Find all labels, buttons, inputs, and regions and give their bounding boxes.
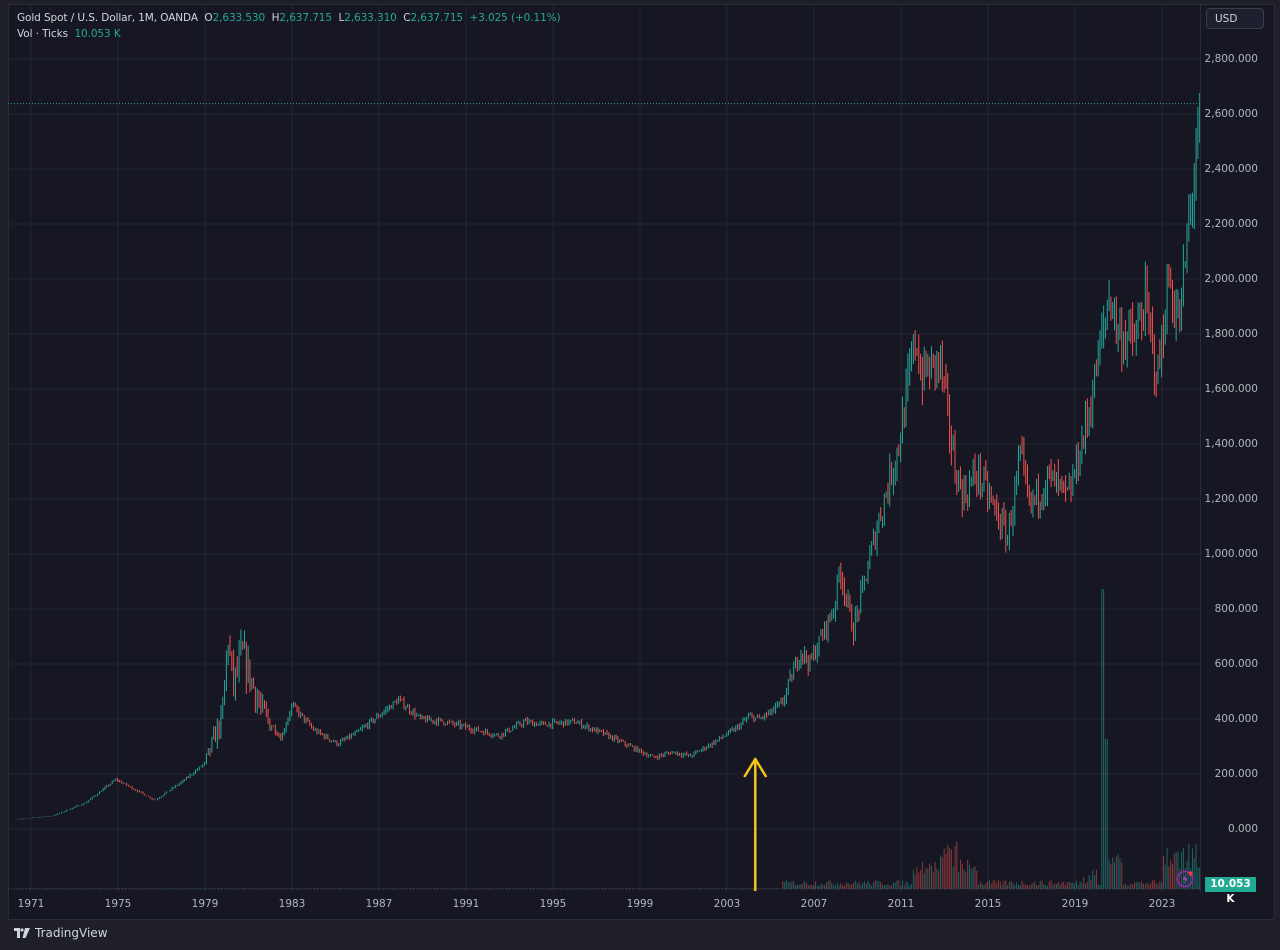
price-axis-label: 1,600.000 xyxy=(1204,383,1258,395)
legend-volume-row: Vol · Ticks 10.053 K xyxy=(17,26,561,42)
time-axis-label: 2015 xyxy=(974,898,1002,910)
price-axis-label: 0.000 xyxy=(1227,823,1258,835)
price-chart-plot[interactable] xyxy=(8,5,1200,892)
price-axis-label: 400.000 xyxy=(1214,713,1258,725)
time-axis-label: 1983 xyxy=(278,898,306,910)
time-axis-label: 2003 xyxy=(713,898,741,910)
low-value: 2,633.310 xyxy=(344,12,397,24)
time-axis-label: 2023 xyxy=(1148,898,1176,910)
volume-last-tag: 10.053 K xyxy=(1205,877,1256,905)
annotation-arrow-icon xyxy=(743,757,768,891)
price-axis-label: 2,600.000 xyxy=(1204,108,1258,120)
close-label: C xyxy=(403,12,411,24)
brand-name[interactable]: TradingView xyxy=(35,926,108,940)
close-value: 2,637.715 xyxy=(410,12,463,24)
lightning-alert-icon[interactable] xyxy=(1176,870,1194,888)
price-axis-label: 2,800.000 xyxy=(1204,53,1258,65)
time-axis-label: 2007 xyxy=(800,898,828,910)
high-value: 2,637.715 xyxy=(279,12,332,24)
chart-frame xyxy=(8,4,1275,920)
volume-label[interactable]: Vol · Ticks xyxy=(17,28,68,40)
legend-symbol-row: Gold Spot / U.S. Dollar, 1M, OANDA O2,63… xyxy=(17,10,561,26)
time-axis-label: 2011 xyxy=(887,898,915,910)
time-axis[interactable]: 1971 1975 1979 1983 1987 1991 1995 1999 2003 2007… xyxy=(8,892,1200,917)
price-axis-label: 800.000 xyxy=(1214,603,1258,615)
price-axis[interactable]: 2,800.000 2,600.000 2,400.000 2,200.000 2,00… xyxy=(1200,5,1274,892)
change-value: +3.025 (+0.11%) xyxy=(469,12,561,24)
time-axis-label: 1979 xyxy=(191,898,219,910)
price-axis-label: 2,400.000 xyxy=(1204,163,1258,175)
time-axis-label: 1991 xyxy=(452,898,480,910)
currency-button[interactable]: USD xyxy=(1206,8,1264,29)
price-axis-label: 600.000 xyxy=(1214,658,1258,670)
symbol-title[interactable]: Gold Spot / U.S. Dollar, 1M, OANDA xyxy=(17,12,198,24)
tradingview-logo-icon xyxy=(14,928,30,938)
volume-value: 10.053 K xyxy=(74,28,121,40)
time-axis-label: 1995 xyxy=(539,898,567,910)
time-axis-label: 1987 xyxy=(365,898,393,910)
footer: TradingView xyxy=(14,926,108,940)
open-value: 2,633.530 xyxy=(212,12,266,24)
price-axis-label: 1,200.000 xyxy=(1204,493,1258,505)
price-axis-label: 2,000.000 xyxy=(1204,273,1258,285)
price-axis-label: 1,800.000 xyxy=(1204,328,1258,340)
high-label: H xyxy=(271,12,280,24)
price-axis-label: 200.000 xyxy=(1214,768,1258,780)
time-axis-label: 1975 xyxy=(104,898,132,910)
open-label: O xyxy=(204,12,213,24)
low-label: L xyxy=(338,12,345,24)
price-axis-label: 1,400.000 xyxy=(1204,438,1258,450)
chart-legend: Gold Spot / U.S. Dollar, 1M, OANDA O2,63… xyxy=(17,10,561,42)
time-axis-label: 1971 xyxy=(17,898,45,910)
time-axis-label: 2019 xyxy=(1061,898,1089,910)
time-axis-label: 1999 xyxy=(626,898,654,910)
price-axis-label: 2,200.000 xyxy=(1204,218,1258,230)
price-axis-label: 1,000.000 xyxy=(1204,548,1258,560)
